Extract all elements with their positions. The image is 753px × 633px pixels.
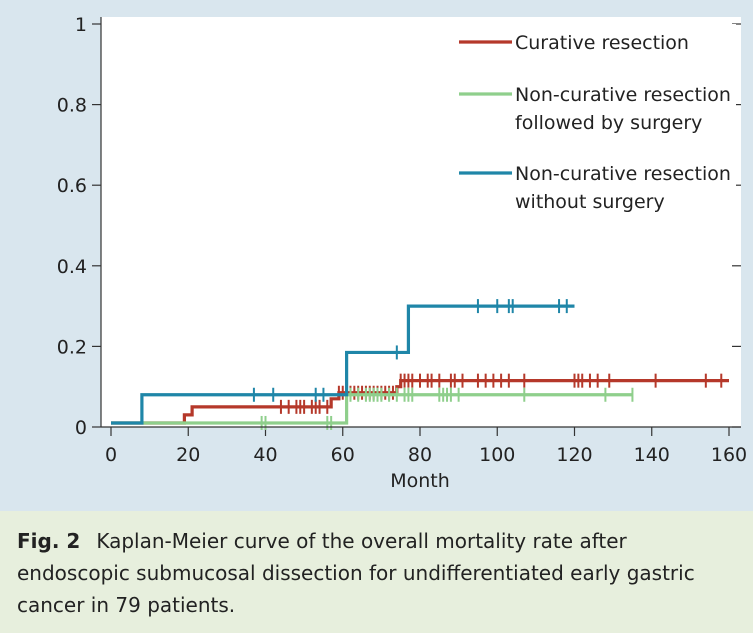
x-tick-label: 140 [634,444,670,466]
x-tick-label: 60 [331,444,355,466]
series-layer [111,299,729,430]
y-tick-label: 0 [75,417,87,439]
legend-label: Non-curative resection followed by surger… [515,84,731,134]
figure-panel: 0 0.2 0.4 0.6 0.8 1 0 20 40 60 80 100 120 140 160 Cura… [0,0,753,511]
axes-layer: 0 0.2 0.4 0.6 0.8 1 0 20 40 60 80 100 120 140 160 [57,14,747,466]
x-tick-label: 0 [105,444,117,466]
legend-box [452,24,736,224]
legend-item-noncurative-without-surgery: Non-curative resection without surgery [459,163,731,213]
caption-label: Fig. 2 [17,529,81,553]
y-tick-label: 0.2 [57,336,87,358]
series-noncurative-with-surgery [111,387,634,430]
km-chart: 0 0.2 0.4 0.6 0.8 1 0 20 40 60 80 100 120 140 160 Cura… [57,14,747,492]
x-tick-label: 20 [176,444,200,466]
y-tick-label: 0.6 [57,175,87,197]
legend-item-noncurative-with-surgery: Non-curative resection followed by surger… [459,84,731,134]
legend: Curative resection Non-curative resection… [459,32,731,213]
y-tick-label: 1 [75,14,87,36]
x-tick-label: 120 [556,444,592,466]
x-axis-title: Month [390,470,450,492]
noncurative-with-surgery-curve [111,393,633,425]
legend-label: Curative resection [515,32,689,54]
figure-caption: Fig. 2 Kaplan-Meier curve of the overall … [0,511,753,633]
caption-text: Kaplan-Meier curve of the overall mortal… [17,529,695,617]
x-tick-label: 80 [408,444,432,466]
x-tick-label: 40 [253,444,277,466]
x-tick-label: 160 [711,444,747,466]
x-tick-label: 100 [479,444,515,466]
y-tick-label: 0.8 [57,95,87,117]
y-tick-label: 0.4 [57,256,87,278]
noncurative-without-surgery-curve [111,304,575,425]
legend-label: Non-curative resection without surgery [515,163,731,213]
series-noncurative-without-surgery [111,299,575,425]
legend-item-curative-resection: Curative resection [459,32,689,54]
